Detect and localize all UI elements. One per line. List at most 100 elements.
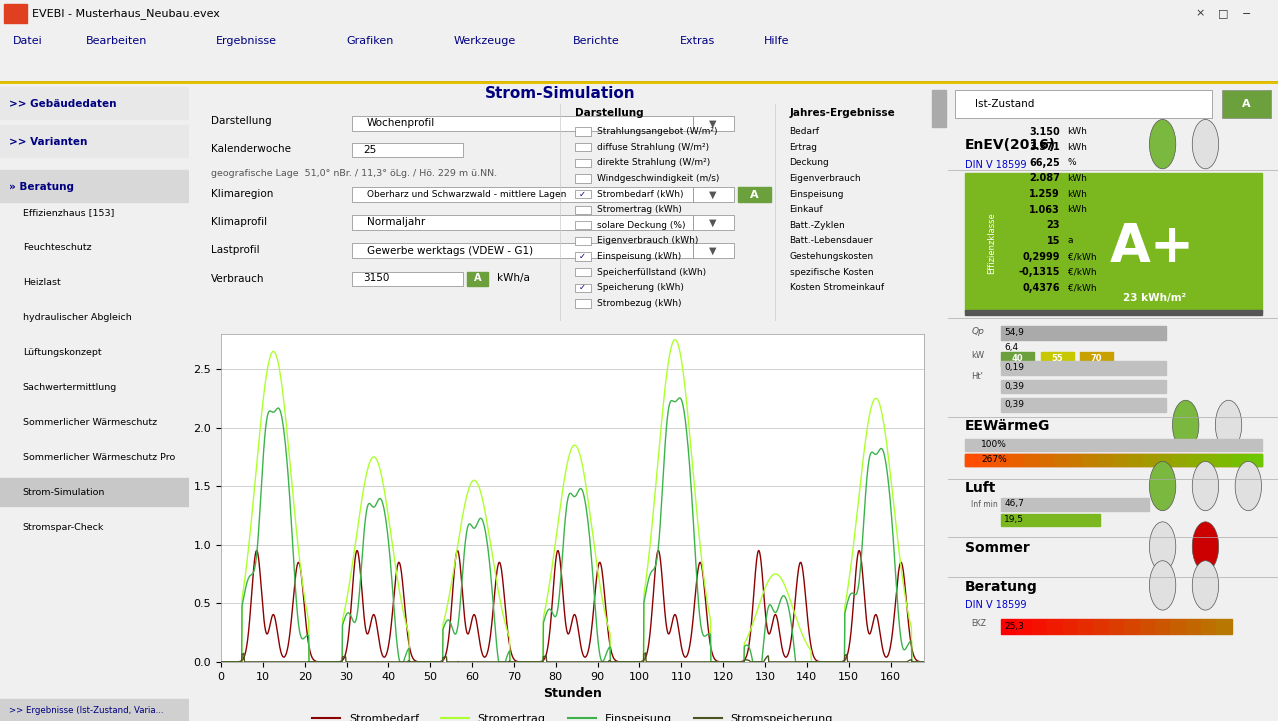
Text: €/kWh: €/kWh bbox=[1067, 267, 1097, 277]
Bar bbox=[737, 187, 771, 202]
Bar bbox=[960, 221, 1063, 229]
Bar bbox=[1001, 380, 1166, 394]
Circle shape bbox=[1235, 461, 1261, 510]
Text: 0,39: 0,39 bbox=[1005, 381, 1025, 391]
Bar bbox=[0, 477, 189, 505]
Bar bbox=[0, 83, 1278, 84]
Text: 23: 23 bbox=[1047, 221, 1059, 230]
Bar bbox=[693, 215, 734, 230]
Bar bbox=[1232, 454, 1246, 466]
Bar bbox=[1031, 619, 1047, 634]
Text: 0,4376: 0,4376 bbox=[1022, 283, 1059, 293]
Text: 3.371: 3.371 bbox=[1029, 142, 1059, 152]
Bar bbox=[994, 454, 1010, 466]
Bar bbox=[1054, 454, 1068, 466]
Text: 3.150: 3.150 bbox=[1029, 127, 1059, 136]
Bar bbox=[0, 82, 1278, 83]
Text: Grafiken: Grafiken bbox=[346, 36, 394, 46]
Text: Feuchteschutz: Feuchteschutz bbox=[23, 243, 91, 252]
Text: EKZ: EKZ bbox=[971, 619, 987, 628]
Bar bbox=[1217, 619, 1232, 634]
Bar bbox=[353, 143, 464, 157]
Bar bbox=[965, 438, 1261, 451]
Text: DIN V 18599: DIN V 18599 bbox=[965, 600, 1026, 610]
Bar bbox=[0, 82, 1278, 83]
Bar bbox=[0, 82, 1278, 83]
Text: ▼: ▼ bbox=[709, 246, 716, 255]
Bar bbox=[575, 174, 590, 182]
Text: Ist-Zustand: Ist-Zustand bbox=[975, 99, 1034, 109]
Text: direkte Strahlung (W/m²): direkte Strahlung (W/m²) bbox=[597, 159, 711, 167]
Text: 267%: 267% bbox=[982, 455, 1007, 464]
Text: kW: kW bbox=[971, 350, 984, 360]
Text: Strombezug (kWh): Strombezug (kWh) bbox=[597, 299, 681, 308]
Text: a: a bbox=[1067, 236, 1074, 245]
Text: Gewerbe werktags (VDEW - G1): Gewerbe werktags (VDEW - G1) bbox=[367, 246, 533, 255]
Bar bbox=[0, 82, 1278, 83]
Text: hydraulischer Abgleich: hydraulischer Abgleich bbox=[23, 313, 132, 322]
Text: >> Ergebnisse (Ist-Zustand, Varia...: >> Ergebnisse (Ist-Zustand, Varia... bbox=[9, 706, 164, 715]
Text: Einspeisung (kWh): Einspeisung (kWh) bbox=[597, 252, 681, 261]
Bar bbox=[0, 169, 189, 202]
Bar bbox=[1001, 498, 1149, 510]
Bar bbox=[0, 82, 1278, 83]
Text: Batt.-Lebensdauer: Batt.-Lebensdauer bbox=[790, 236, 873, 245]
Text: Sommerlicher Wärmeschutz: Sommerlicher Wärmeschutz bbox=[23, 418, 157, 428]
Text: Qp: Qp bbox=[971, 327, 984, 336]
Text: kWh: kWh bbox=[1067, 127, 1088, 136]
Bar bbox=[955, 90, 1212, 118]
Text: 3150: 3150 bbox=[363, 273, 390, 283]
Text: 2.087: 2.087 bbox=[1029, 174, 1059, 183]
Bar bbox=[1039, 454, 1054, 466]
Bar bbox=[0, 82, 1278, 83]
Bar bbox=[960, 190, 1063, 198]
Text: A: A bbox=[750, 190, 759, 200]
Text: spezifische Kosten: spezifische Kosten bbox=[790, 267, 873, 277]
Bar bbox=[575, 252, 590, 261]
Bar bbox=[0, 83, 1278, 84]
Circle shape bbox=[1192, 561, 1219, 610]
Bar bbox=[0, 82, 1278, 83]
Text: 54,9: 54,9 bbox=[1005, 328, 1024, 337]
Bar bbox=[1077, 619, 1094, 634]
Text: Oberharz und Schwarzwald - mittlere Lagen: Oberharz und Schwarzwald - mittlere Lage… bbox=[367, 190, 566, 199]
Text: Klimaprofil: Klimaprofil bbox=[211, 217, 267, 227]
Bar bbox=[960, 128, 1063, 136]
Bar bbox=[1016, 619, 1031, 634]
Bar bbox=[353, 187, 693, 202]
Text: ×: × bbox=[1195, 9, 1205, 19]
Text: Bearbeiten: Bearbeiten bbox=[86, 36, 147, 46]
Bar bbox=[575, 190, 590, 198]
Bar bbox=[575, 268, 590, 276]
Text: Kalenderwoche: Kalenderwoche bbox=[211, 144, 291, 154]
Text: Sommerlicher Wärmeschutz Pro: Sommerlicher Wärmeschutz Pro bbox=[23, 454, 175, 462]
Text: Luft: Luft bbox=[965, 481, 996, 495]
Bar bbox=[0, 83, 1278, 84]
Text: Windgeschwindigkeit (m/s): Windgeschwindigkeit (m/s) bbox=[597, 174, 720, 183]
Bar bbox=[960, 205, 1063, 214]
Text: Ertrag: Ertrag bbox=[790, 143, 818, 151]
Bar bbox=[0, 82, 1278, 83]
Text: Effizienzklasse: Effizienzklasse bbox=[987, 212, 996, 274]
Legend: Strombedarf, Stromertrag, Einspeisung, Stromspeicherung: Strombedarf, Stromertrag, Einspeisung, S… bbox=[308, 709, 837, 721]
Bar bbox=[1001, 352, 1034, 366]
Text: 1.063: 1.063 bbox=[1029, 205, 1059, 215]
Bar bbox=[0, 83, 1278, 84]
Bar bbox=[0, 82, 1278, 83]
Text: Deckung: Deckung bbox=[790, 159, 829, 167]
Bar bbox=[0, 82, 1278, 83]
Text: Strahlungsangebot (W/m²): Strahlungsangebot (W/m²) bbox=[597, 127, 717, 136]
Text: A: A bbox=[1242, 99, 1251, 109]
Text: Einspeisung: Einspeisung bbox=[790, 190, 843, 198]
Text: Batt.-Zyklen: Batt.-Zyklen bbox=[790, 221, 845, 230]
Bar bbox=[0, 83, 1278, 84]
Bar bbox=[965, 173, 1261, 312]
Bar bbox=[965, 310, 1261, 315]
Circle shape bbox=[1149, 561, 1176, 610]
Bar bbox=[1125, 619, 1140, 634]
Bar bbox=[1062, 619, 1077, 634]
Text: ✓: ✓ bbox=[579, 252, 587, 261]
Text: Darstellung: Darstellung bbox=[575, 107, 643, 118]
Bar bbox=[0, 83, 1278, 84]
Bar bbox=[0, 82, 1278, 83]
